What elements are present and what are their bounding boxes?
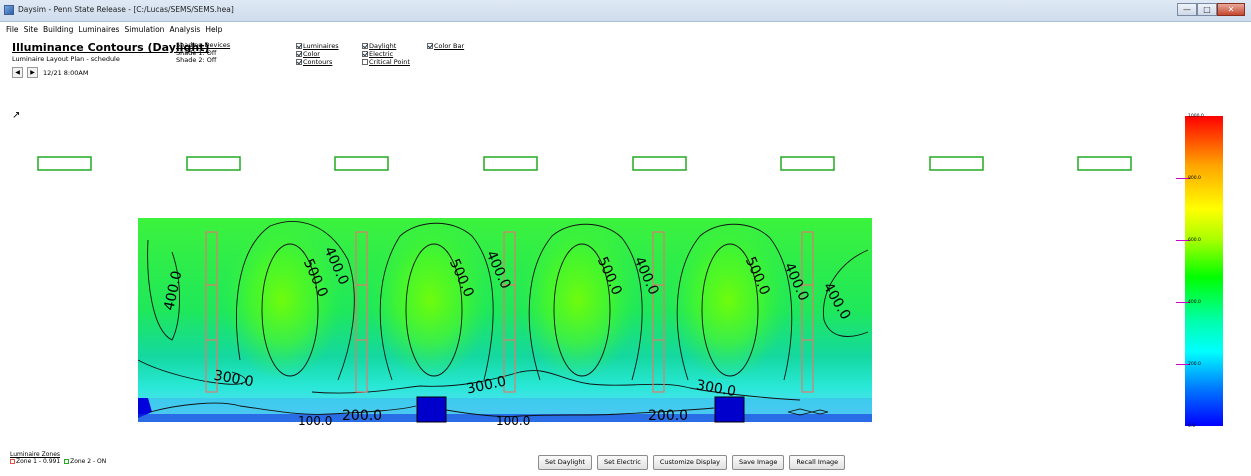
- luminaire[interactable]: [801, 231, 814, 393]
- maximize-button[interactable]: □: [1197, 3, 1217, 16]
- checkbox-box[interactable]: [296, 51, 302, 57]
- save-image-button[interactable]: Save Image: [731, 455, 785, 470]
- luminaire-zones-title[interactable]: Luminaire Zones: [10, 451, 61, 458]
- app-icon: [4, 5, 14, 15]
- customize-display-button[interactable]: Customize Display: [652, 455, 727, 470]
- next-time-button[interactable]: ▶: [27, 67, 38, 78]
- shading-devices-link[interactable]: Shading Devices: [176, 41, 231, 49]
- zone1-label: Zone 1 - 0.991: [16, 458, 61, 465]
- color-bar-checkbox[interactable]: Color Bar: [427, 42, 464, 50]
- luminaire-zones-legend: Luminaire Zones Zone 1 - 0.991 Zone 2 - …: [10, 451, 106, 465]
- checkbox-box[interactable]: [427, 43, 433, 49]
- menu-building[interactable]: Building: [42, 24, 74, 34]
- luminaire[interactable]: [334, 156, 389, 171]
- menu-bar: File Site Building Luminaires Simulation…: [0, 22, 1251, 36]
- shading-panel: Shading Devices Shade 1: Off Shade 2: Of…: [176, 41, 231, 65]
- menu-analysis[interactable]: Analysis: [169, 24, 201, 34]
- checkbox-box[interactable]: [296, 43, 302, 49]
- color-bar-label: 1000.0: [1188, 114, 1204, 119]
- color-bar-label: 200.0: [1188, 362, 1201, 367]
- contour-label: 200.0: [342, 408, 382, 424]
- shade1-status: Shade 1: Off: [176, 48, 217, 57]
- window-title: Daysim - Penn State Release - [C:/Lucas/…: [18, 5, 234, 14]
- luminaire[interactable]: [780, 156, 835, 171]
- page-subtitle: Luminaire Layout Plan - schedule: [12, 55, 120, 63]
- luminaires-checkbox[interactable]: Luminaires: [296, 42, 339, 50]
- contours-checkbox[interactable]: Contours: [296, 58, 332, 66]
- color-bar-label: 400.0: [1188, 300, 1201, 305]
- luminaire[interactable]: [186, 156, 241, 171]
- color-bar-tick: [1176, 302, 1190, 303]
- luminaire[interactable]: [205, 231, 218, 393]
- recall-image-button[interactable]: Recall Image: [789, 455, 846, 470]
- page-title: Illuminance Contours (Daylight): [12, 41, 210, 54]
- color-bar-label: 0.0: [1188, 424, 1196, 429]
- color-bar-tick: [1176, 240, 1190, 241]
- color-bar-label: 800.0: [1188, 176, 1201, 181]
- contour-label: 100.0: [298, 414, 332, 428]
- color-bar-label: 600.0: [1188, 238, 1201, 243]
- electric-checkbox[interactable]: Electric: [362, 50, 393, 58]
- color-bar: [1185, 116, 1223, 426]
- set-electric-button[interactable]: Set Electric: [596, 455, 648, 470]
- luminaire[interactable]: [503, 231, 516, 393]
- illuminance-field: [138, 218, 872, 423]
- zone1-swatch: [10, 459, 15, 464]
- color-bar-tick: [1176, 364, 1190, 365]
- north-arrow-icon: ↗: [12, 110, 21, 121]
- checkbox-box[interactable]: [362, 43, 368, 49]
- luminaire[interactable]: [929, 156, 984, 171]
- window-controls: — □ ✕: [1177, 3, 1245, 18]
- shade2-status: Shade 2: Off: [176, 56, 217, 65]
- prev-time-button[interactable]: ◀: [12, 67, 23, 78]
- luminaire[interactable]: [483, 156, 538, 171]
- contour-label: 300.0: [695, 377, 737, 400]
- zone-list: Zone 1 - 0.991 Zone 2 - ON: [10, 458, 106, 465]
- daylight-checkbox[interactable]: Daylight: [362, 42, 396, 50]
- close-button[interactable]: ✕: [1217, 3, 1245, 16]
- menu-simulation[interactable]: Simulation: [124, 24, 165, 34]
- bottom-toolbar: Set Daylight Set Electric Customize Disp…: [538, 455, 846, 470]
- upper-luminaires: [37, 156, 1132, 171]
- contour-label: 300.0: [212, 368, 254, 391]
- zone2-swatch: [64, 459, 70, 464]
- luminaire[interactable]: [652, 231, 665, 393]
- checkbox-box[interactable]: [296, 59, 302, 65]
- color-checkbox[interactable]: Color: [296, 50, 320, 58]
- luminaire[interactable]: [632, 156, 687, 171]
- menu-luminaires[interactable]: Luminaires: [78, 24, 120, 34]
- luminaire[interactable]: [355, 231, 368, 393]
- menu-help[interactable]: Help: [205, 24, 223, 34]
- lower-luminaires: [205, 231, 814, 393]
- checkbox-box[interactable]: [362, 51, 368, 57]
- zone2-label: Zone 2 - ON: [70, 458, 107, 465]
- minimize-button[interactable]: —: [1177, 3, 1197, 16]
- current-date-time: 12/21 8:00AM: [43, 69, 89, 77]
- menu-site[interactable]: Site: [23, 24, 38, 34]
- contour-label: 200.0: [648, 408, 688, 424]
- checkbox-box[interactable]: [362, 59, 368, 65]
- contour-lines: [137, 221, 869, 417]
- color-bar-tick: [1176, 178, 1190, 179]
- title-bar: Daysim - Penn State Release - [C:/Lucas/…: [0, 0, 1251, 22]
- set-daylight-button[interactable]: Set Daylight: [538, 455, 592, 470]
- critical-point-checkbox[interactable]: Critical Point: [362, 58, 410, 66]
- luminaire[interactable]: [37, 156, 92, 171]
- luminaire[interactable]: [1077, 156, 1132, 171]
- menu-file[interactable]: File: [6, 24, 19, 34]
- contour-label: 100.0: [496, 414, 530, 428]
